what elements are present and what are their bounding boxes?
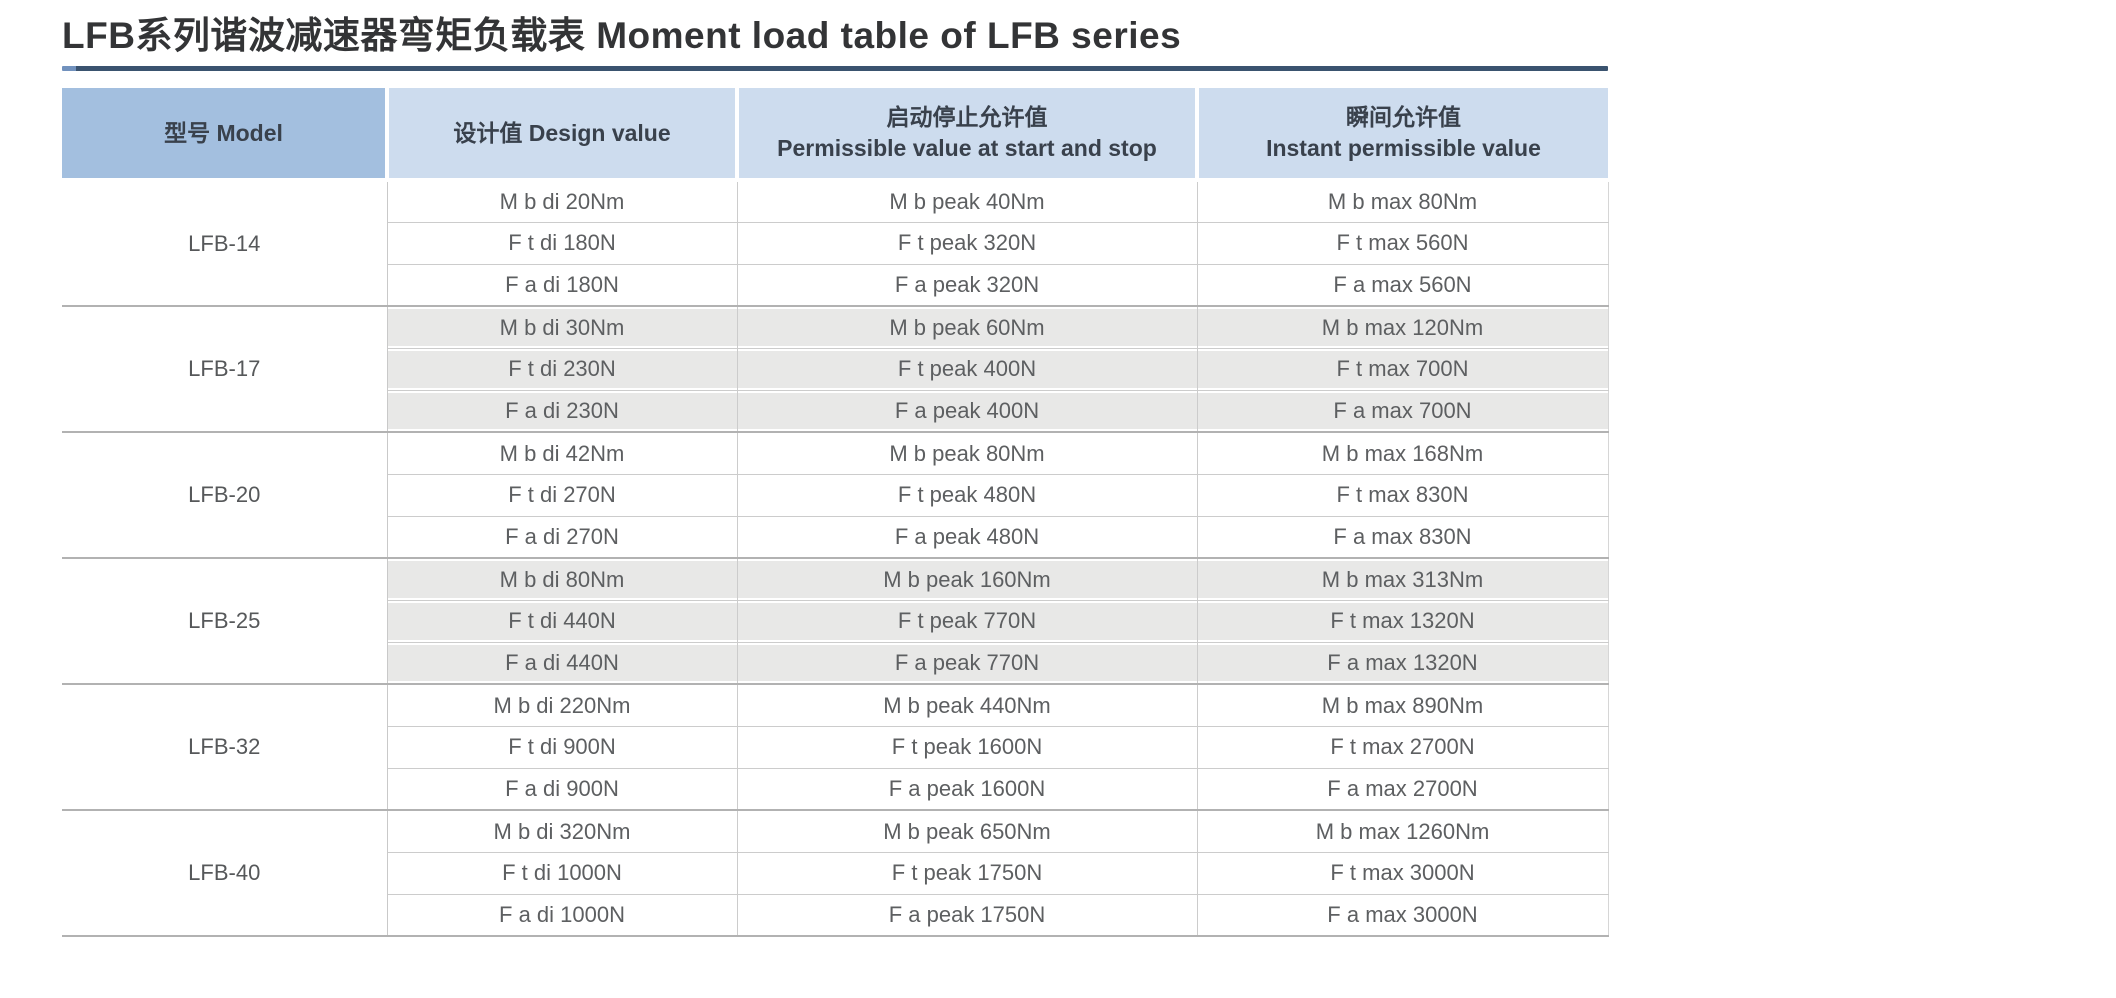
value-cell: M b max 1260Nm	[1196, 810, 1609, 853]
value-cell: M b di 220Nm	[387, 684, 737, 727]
value-cell: F t di 900N	[387, 726, 737, 769]
value-cell: M b max 168Nm	[1196, 432, 1609, 475]
value-cell: F a peak 1600N	[736, 768, 1197, 812]
model-cell: LFB-32	[62, 684, 388, 812]
value-cell: F a max 1320N	[1196, 642, 1609, 686]
value-cell: F t di 1000N	[387, 852, 737, 895]
table-row: F a di 270N F a peak 480N F a max 830N	[62, 516, 1609, 560]
table-row: F t di 440N F t peak 770N F t max 1320N	[62, 600, 1609, 643]
value-cell: F t max 1320N	[1196, 600, 1609, 643]
value-cell: F a di 230N	[387, 390, 737, 434]
value-cell: M b di 80Nm	[387, 558, 737, 601]
model-cell: LFB-25	[62, 558, 388, 686]
value-cell: M b peak 160Nm	[736, 558, 1197, 601]
value-cell: M b di 42Nm	[387, 432, 737, 475]
title-underline	[62, 66, 1608, 72]
value-cell: F a peak 480N	[736, 516, 1197, 560]
value-cell: M b peak 60Nm	[736, 306, 1197, 349]
value-cell: M b di 20Nm	[387, 180, 737, 223]
header-label-zh: 启动停止允许值	[886, 104, 1048, 131]
value-cell: F t di 180N	[387, 222, 737, 265]
table-row: F a di 180N F a peak 320N F a max 560N	[62, 264, 1609, 308]
value-cell: F t peak 480N	[736, 474, 1197, 517]
table-row: F t di 900N F t peak 1600N F t max 2700N	[62, 726, 1609, 769]
value-cell: F t di 270N	[387, 474, 737, 517]
value-cell: F a peak 770N	[736, 642, 1197, 686]
header-label: 型号 Model	[164, 119, 283, 146]
value-cell: M b di 320Nm	[387, 810, 737, 853]
value-cell: F t peak 770N	[736, 600, 1197, 643]
value-cell: F t max 3000N	[1196, 852, 1609, 895]
value-cell: F t max 830N	[1196, 474, 1609, 517]
table-row: F a di 440N F a peak 770N F a max 1320N	[62, 642, 1609, 686]
header-label-zh: 瞬间允许值	[1346, 104, 1461, 131]
header-label-en: Permissible value at start and stop	[777, 135, 1157, 162]
table-row: F a di 900N F a peak 1600N F a max 2700N	[62, 768, 1609, 812]
value-cell: F t max 560N	[1196, 222, 1609, 265]
value-cell: F a max 2700N	[1196, 768, 1609, 812]
value-cell: F a di 1000N	[387, 894, 737, 938]
value-cell: F t peak 400N	[736, 348, 1197, 391]
table-row: F a di 1000N F a peak 1750N F a max 3000N	[62, 894, 1609, 938]
table-row: LFB-17 M b di 30Nm M b peak 60Nm M b max 12…	[62, 306, 1609, 434]
value-cell: F t max 2700N	[1196, 726, 1609, 769]
table-row: LFB-14 M b di 20Nm M b peak 40Nm M b max 80…	[62, 180, 1609, 308]
value-cell: M b max 313Nm	[1196, 558, 1609, 601]
value-cell: M b peak 80Nm	[736, 432, 1197, 475]
value-cell: F t di 230N	[387, 348, 737, 391]
table-row: LFB-20 M b di 42Nm M b peak 80Nm M b max 16…	[62, 432, 1609, 560]
value-cell: F t peak 1600N	[736, 726, 1197, 769]
moment-load-table: 型号 Model 设计值 Design value 启动停止允许值 Permis…	[62, 88, 1609, 938]
model-cell: LFB-14	[62, 180, 388, 308]
header-model: 型号 Model	[62, 88, 387, 183]
value-cell: F a max 830N	[1196, 516, 1609, 560]
model-cell: LFB-20	[62, 432, 388, 560]
header-label-en: Instant permissible value	[1266, 135, 1541, 162]
table-body: LFB-14 M b di 20Nm M b peak 40Nm M b max 80…	[62, 180, 1609, 938]
table-row: F t di 230N F t peak 400N F t max 700N	[62, 348, 1609, 391]
table-header-row: 型号 Model 设计值 Design value 启动停止允许值 Permis…	[62, 88, 1608, 183]
value-cell: F a peak 1750N	[736, 894, 1197, 938]
table-row: F t di 270N F t peak 480N F t max 830N	[62, 474, 1609, 517]
value-cell: F a peak 400N	[736, 390, 1197, 434]
document-page: LFB系列谐波减速器弯矩负载表 Moment load table of LFB…	[62, 14, 1610, 938]
value-cell: M b peak 440Nm	[736, 684, 1197, 727]
value-cell: M b peak 40Nm	[736, 180, 1197, 223]
value-cell: F t max 700N	[1196, 348, 1609, 391]
value-cell: F a di 440N	[387, 642, 737, 686]
value-cell: F t di 440N	[387, 600, 737, 643]
table-row: LFB-32 M b di 220Nm M b peak 440Nm M b max …	[62, 684, 1609, 812]
model-cell: LFB-17	[62, 306, 388, 434]
page-title: LFB系列谐波减速器弯矩负载表 Moment load table of LFB…	[62, 15, 1182, 56]
value-cell: M b di 30Nm	[387, 306, 737, 349]
value-cell: F t peak 320N	[736, 222, 1197, 265]
table-row: LFB-25 M b di 80Nm M b peak 160Nm M b max 3…	[62, 558, 1609, 686]
header-design-value: 设计值 Design value	[385, 88, 737, 183]
value-cell: M b max 120Nm	[1196, 306, 1609, 349]
table-row: F t di 1000N F t peak 1750N F t max 3000N	[62, 852, 1609, 895]
header-instant-permissible: 瞬间允许值 Instant permissible value	[1195, 88, 1608, 183]
value-cell: M b max 890Nm	[1196, 684, 1609, 727]
value-cell: F a peak 320N	[736, 264, 1197, 308]
value-cell: F a max 3000N	[1196, 894, 1609, 938]
value-cell: F a di 900N	[387, 768, 737, 812]
value-cell: F a max 700N	[1196, 390, 1609, 434]
value-cell: F a di 180N	[387, 264, 737, 308]
value-cell: F a di 270N	[387, 516, 737, 560]
value-cell: F a max 560N	[1196, 264, 1609, 308]
table-row: F a di 230N F a peak 400N F a max 700N	[62, 390, 1609, 434]
value-cell: M b peak 650Nm	[736, 810, 1197, 853]
value-cell: M b max 80Nm	[1196, 180, 1609, 223]
table-row: LFB-40 M b di 320Nm M b peak 650Nm M b max …	[62, 810, 1609, 938]
model-cell: LFB-40	[62, 810, 388, 938]
header-permissible-start-stop: 启动停止允许值 Permissible value at start and s…	[735, 88, 1197, 183]
value-cell: F t peak 1750N	[736, 852, 1197, 895]
header-label: 设计值 Design value	[453, 119, 671, 146]
table-row: F t di 180N F t peak 320N F t max 560N	[62, 222, 1609, 265]
